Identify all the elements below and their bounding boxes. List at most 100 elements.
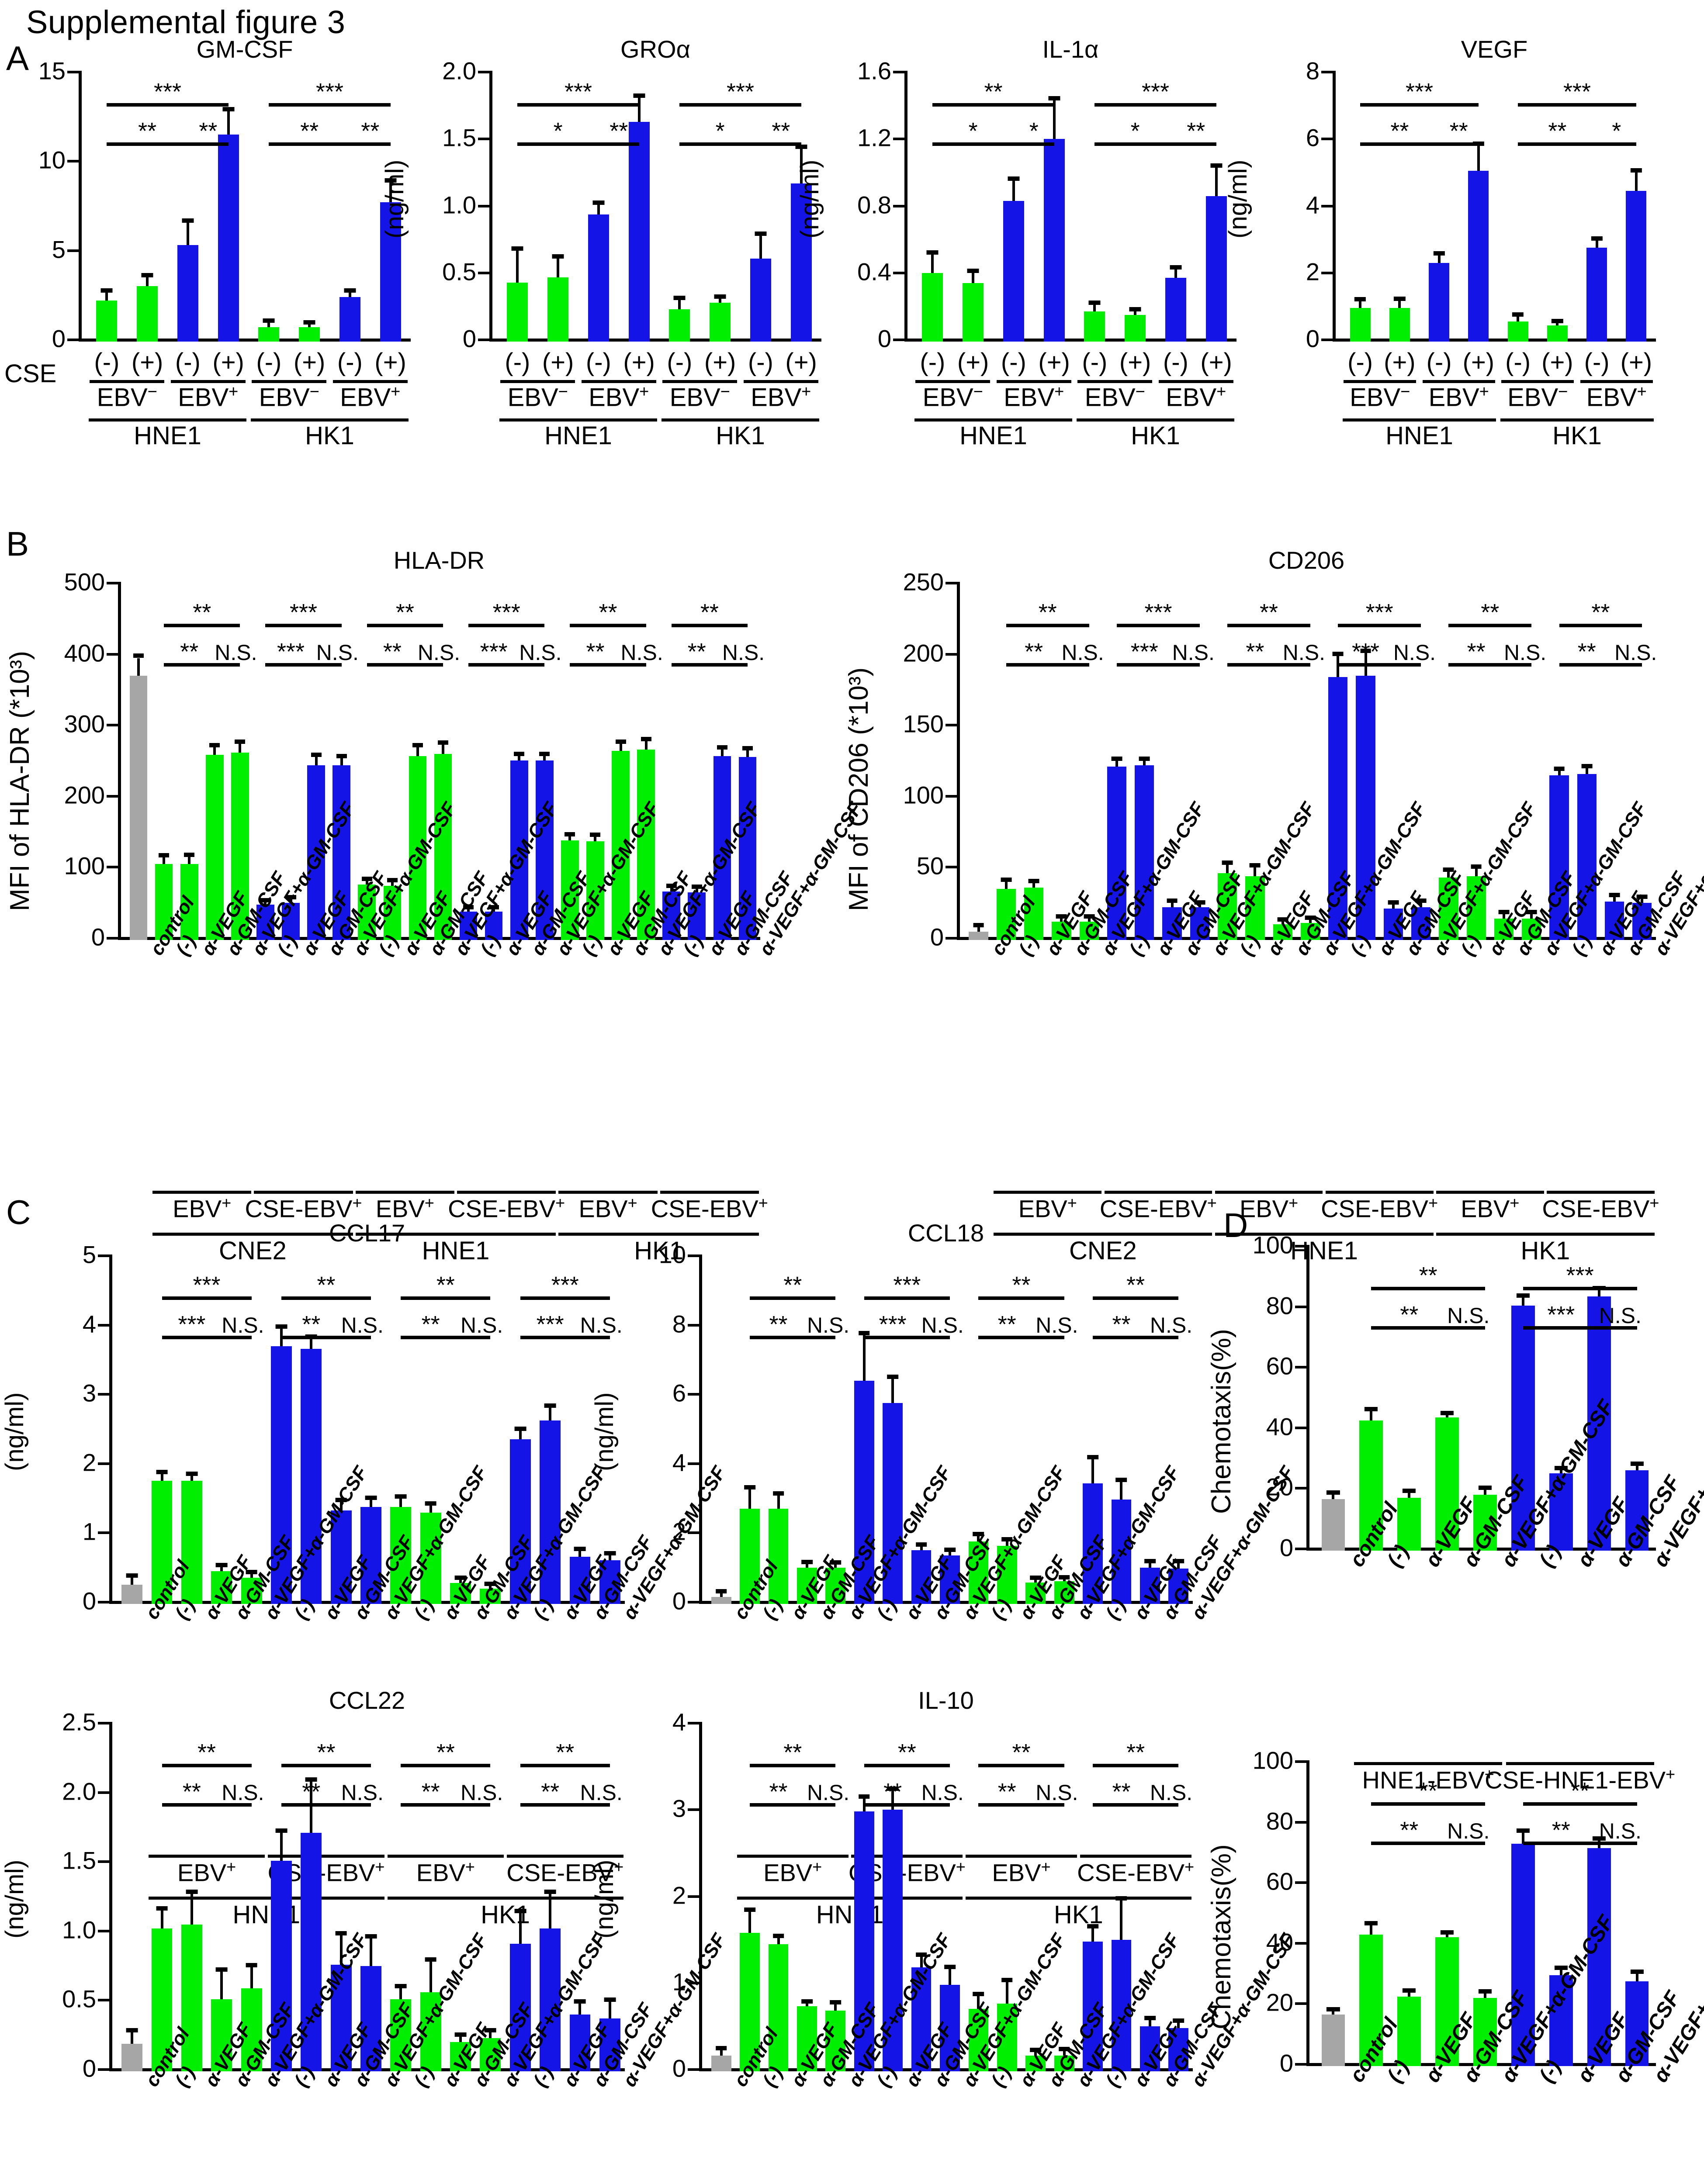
error-bar <box>1091 1459 1094 1484</box>
y-tick-label: 20 <box>1266 1988 1293 2016</box>
error-bar-cap <box>1222 860 1233 865</box>
bar <box>561 840 579 940</box>
bar-fill <box>969 931 988 940</box>
bracket-line <box>520 1336 580 1339</box>
y-tick-label: 2.5 <box>62 1708 96 1736</box>
bar-fill <box>1168 2028 1189 2071</box>
significance-label: *** <box>879 1311 907 1337</box>
bar <box>1549 1975 1573 2066</box>
error-bar-cap <box>1630 168 1642 173</box>
bar-fill <box>1389 308 1410 342</box>
bracket-line <box>1503 663 1532 667</box>
significance-label: N.S. <box>921 1313 964 1337</box>
error-bar <box>1060 919 1063 922</box>
bar <box>450 1583 471 1604</box>
bar-fill <box>540 1928 561 2071</box>
bracket-line <box>864 1764 950 1767</box>
bracket-line <box>341 1803 371 1807</box>
bar-fill <box>790 183 812 342</box>
bracket-line <box>520 1296 610 1300</box>
bar-fill <box>1190 907 1209 940</box>
significance-label: ** <box>586 638 605 665</box>
bar <box>241 1577 262 1604</box>
error-bar <box>391 882 394 886</box>
error-bar-cap <box>1526 910 1537 915</box>
bracket-line <box>162 1336 222 1339</box>
error-bar <box>1635 173 1638 191</box>
y-tick-label: 0 <box>672 1587 686 1615</box>
bar <box>1389 308 1410 342</box>
y-tick <box>1295 1942 1306 1945</box>
x-axis <box>1333 339 1656 342</box>
bar <box>450 2042 471 2071</box>
bar-fill <box>1549 1975 1573 2066</box>
error-bar <box>891 1379 894 1403</box>
error-bar-cap <box>967 268 979 273</box>
error-bar-cap <box>1472 141 1485 146</box>
error-bar-cap <box>830 2000 842 2005</box>
bar-fill <box>1328 677 1348 940</box>
error-bar-cap <box>263 318 275 323</box>
bar <box>121 2043 143 2071</box>
bar <box>282 903 300 940</box>
group-underline <box>743 380 818 383</box>
significance-label: ** <box>610 117 628 144</box>
x-tick-label: (-) <box>1001 348 1026 377</box>
error-bar-cap <box>260 898 271 902</box>
bar-fill <box>96 301 118 342</box>
y-tick <box>478 339 489 341</box>
y-axis <box>699 1722 702 2071</box>
bar-fill <box>713 756 731 940</box>
error-bar <box>977 1996 980 2009</box>
bar-fill <box>561 840 579 940</box>
error-bar-cap <box>717 745 727 750</box>
bar-fill <box>711 1597 731 1604</box>
error-bar <box>748 1912 752 1933</box>
bar <box>710 303 731 342</box>
error-bar-cap <box>544 1889 556 1894</box>
error-bar-cap <box>395 1494 407 1499</box>
y-tick <box>1321 71 1333 73</box>
bar <box>151 1480 173 1604</box>
group-label: CSE-EBV+ <box>1077 1858 1195 1887</box>
error-bar-cap <box>944 1548 956 1552</box>
error-bar <box>748 1489 752 1509</box>
significance-bracket: *** <box>162 1273 252 1300</box>
bar-fill <box>1043 139 1065 342</box>
bar <box>825 1567 846 1604</box>
bar-fill <box>750 258 771 342</box>
bar <box>711 1597 731 1604</box>
error-bar-cap <box>887 1374 898 1379</box>
error-bar <box>1392 904 1395 909</box>
significance-bracket: ** <box>1006 601 1089 627</box>
y-tick <box>1295 1760 1306 1763</box>
bar <box>1218 873 1237 940</box>
bar-fill <box>797 2006 817 2071</box>
bar-series <box>1309 1245 1656 1551</box>
bar-series <box>492 71 821 342</box>
error-bar-cap <box>1250 863 1261 868</box>
significance-bracket: N.S. <box>1599 1305 1642 1330</box>
significance-bracket: ** <box>281 1780 341 1807</box>
error-bar-cap <box>604 1997 616 2002</box>
significance-label: ** <box>182 1778 201 1805</box>
significance-bracket: ** <box>187 119 229 146</box>
bar-fill <box>996 888 1016 940</box>
error-bar-cap <box>615 740 626 744</box>
bar <box>1435 1937 1459 2066</box>
bracket-line <box>1523 1802 1637 1806</box>
y-tick-label: 4 <box>672 1448 686 1476</box>
error-bar-cap <box>100 288 113 293</box>
bar <box>569 1557 591 1604</box>
group-underline <box>152 1191 252 1194</box>
error-bar <box>549 1408 552 1420</box>
bracket-line <box>1371 1802 1485 1806</box>
cse-axis-label: CSE <box>4 359 57 388</box>
bar <box>768 1508 789 1604</box>
significance-bracket: ** <box>269 119 350 146</box>
significance-label: *** <box>893 1272 921 1298</box>
significance-label: N.S. <box>341 1780 384 1805</box>
bracket-line <box>401 1296 491 1300</box>
significance-label: ** <box>1400 1301 1419 1328</box>
significance-bracket: *** <box>468 601 545 627</box>
